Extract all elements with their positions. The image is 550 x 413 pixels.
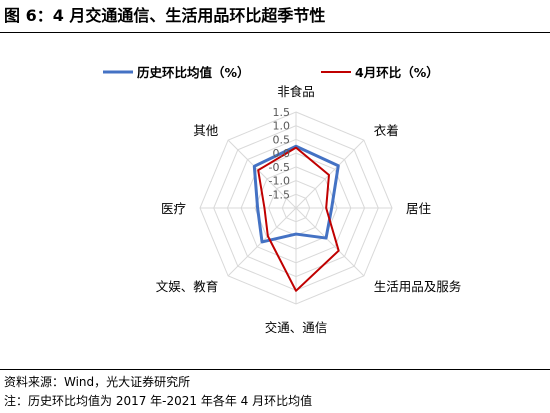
tick-label: 1.5: [273, 106, 291, 119]
grid-spoke: [295, 207, 365, 277]
legend: 历史环比均值（%） 4月环比（%）: [103, 65, 439, 80]
category-label: 其他: [193, 123, 219, 138]
bottom-rule: [0, 369, 550, 370]
tick-label: -1.5: [269, 188, 290, 201]
tick-label: 0.5: [273, 133, 291, 146]
tick-label: 0.0: [273, 147, 291, 160]
category-label: 居住: [406, 201, 432, 216]
tick-label: -1.0: [269, 175, 290, 188]
tick-label: -0.5: [269, 161, 290, 174]
category-label: 医疗: [161, 201, 186, 216]
category-label: 非食品: [277, 84, 315, 99]
category-label: 生活用品及服务: [374, 279, 462, 294]
legend-label-1: 历史环比均值（%）: [137, 65, 250, 80]
radar-grid: [199, 111, 393, 305]
series-layer: [252, 144, 340, 292]
grid-spoke: [295, 139, 365, 209]
source-note: 资料来源：Wind，光大证券研究所: [4, 375, 191, 389]
tick-label: 1.0: [273, 120, 291, 133]
grid-spoke: [227, 139, 297, 209]
figure-title: 图 6：4 月交通通信、生活用品环比超季节性: [4, 6, 326, 25]
radar-chart: 历史环比均值（%） 4月环比（%） 1.51.00.50.0-0.5-1.0-1.…: [103, 65, 462, 335]
tick-labels: 1.51.00.50.0-0.5-1.0-1.5: [269, 106, 290, 201]
top-rule: [0, 32, 550, 33]
footnote: 注：历史环比均值为 2017 年-2021 年各年 4 月环比均值: [4, 394, 313, 408]
legend-label-2: 4月环比（%）: [355, 65, 439, 80]
category-label: 文娱、教育: [156, 279, 219, 294]
category-label: 交通、通信: [265, 320, 328, 335]
category-label: 衣着: [374, 123, 399, 138]
